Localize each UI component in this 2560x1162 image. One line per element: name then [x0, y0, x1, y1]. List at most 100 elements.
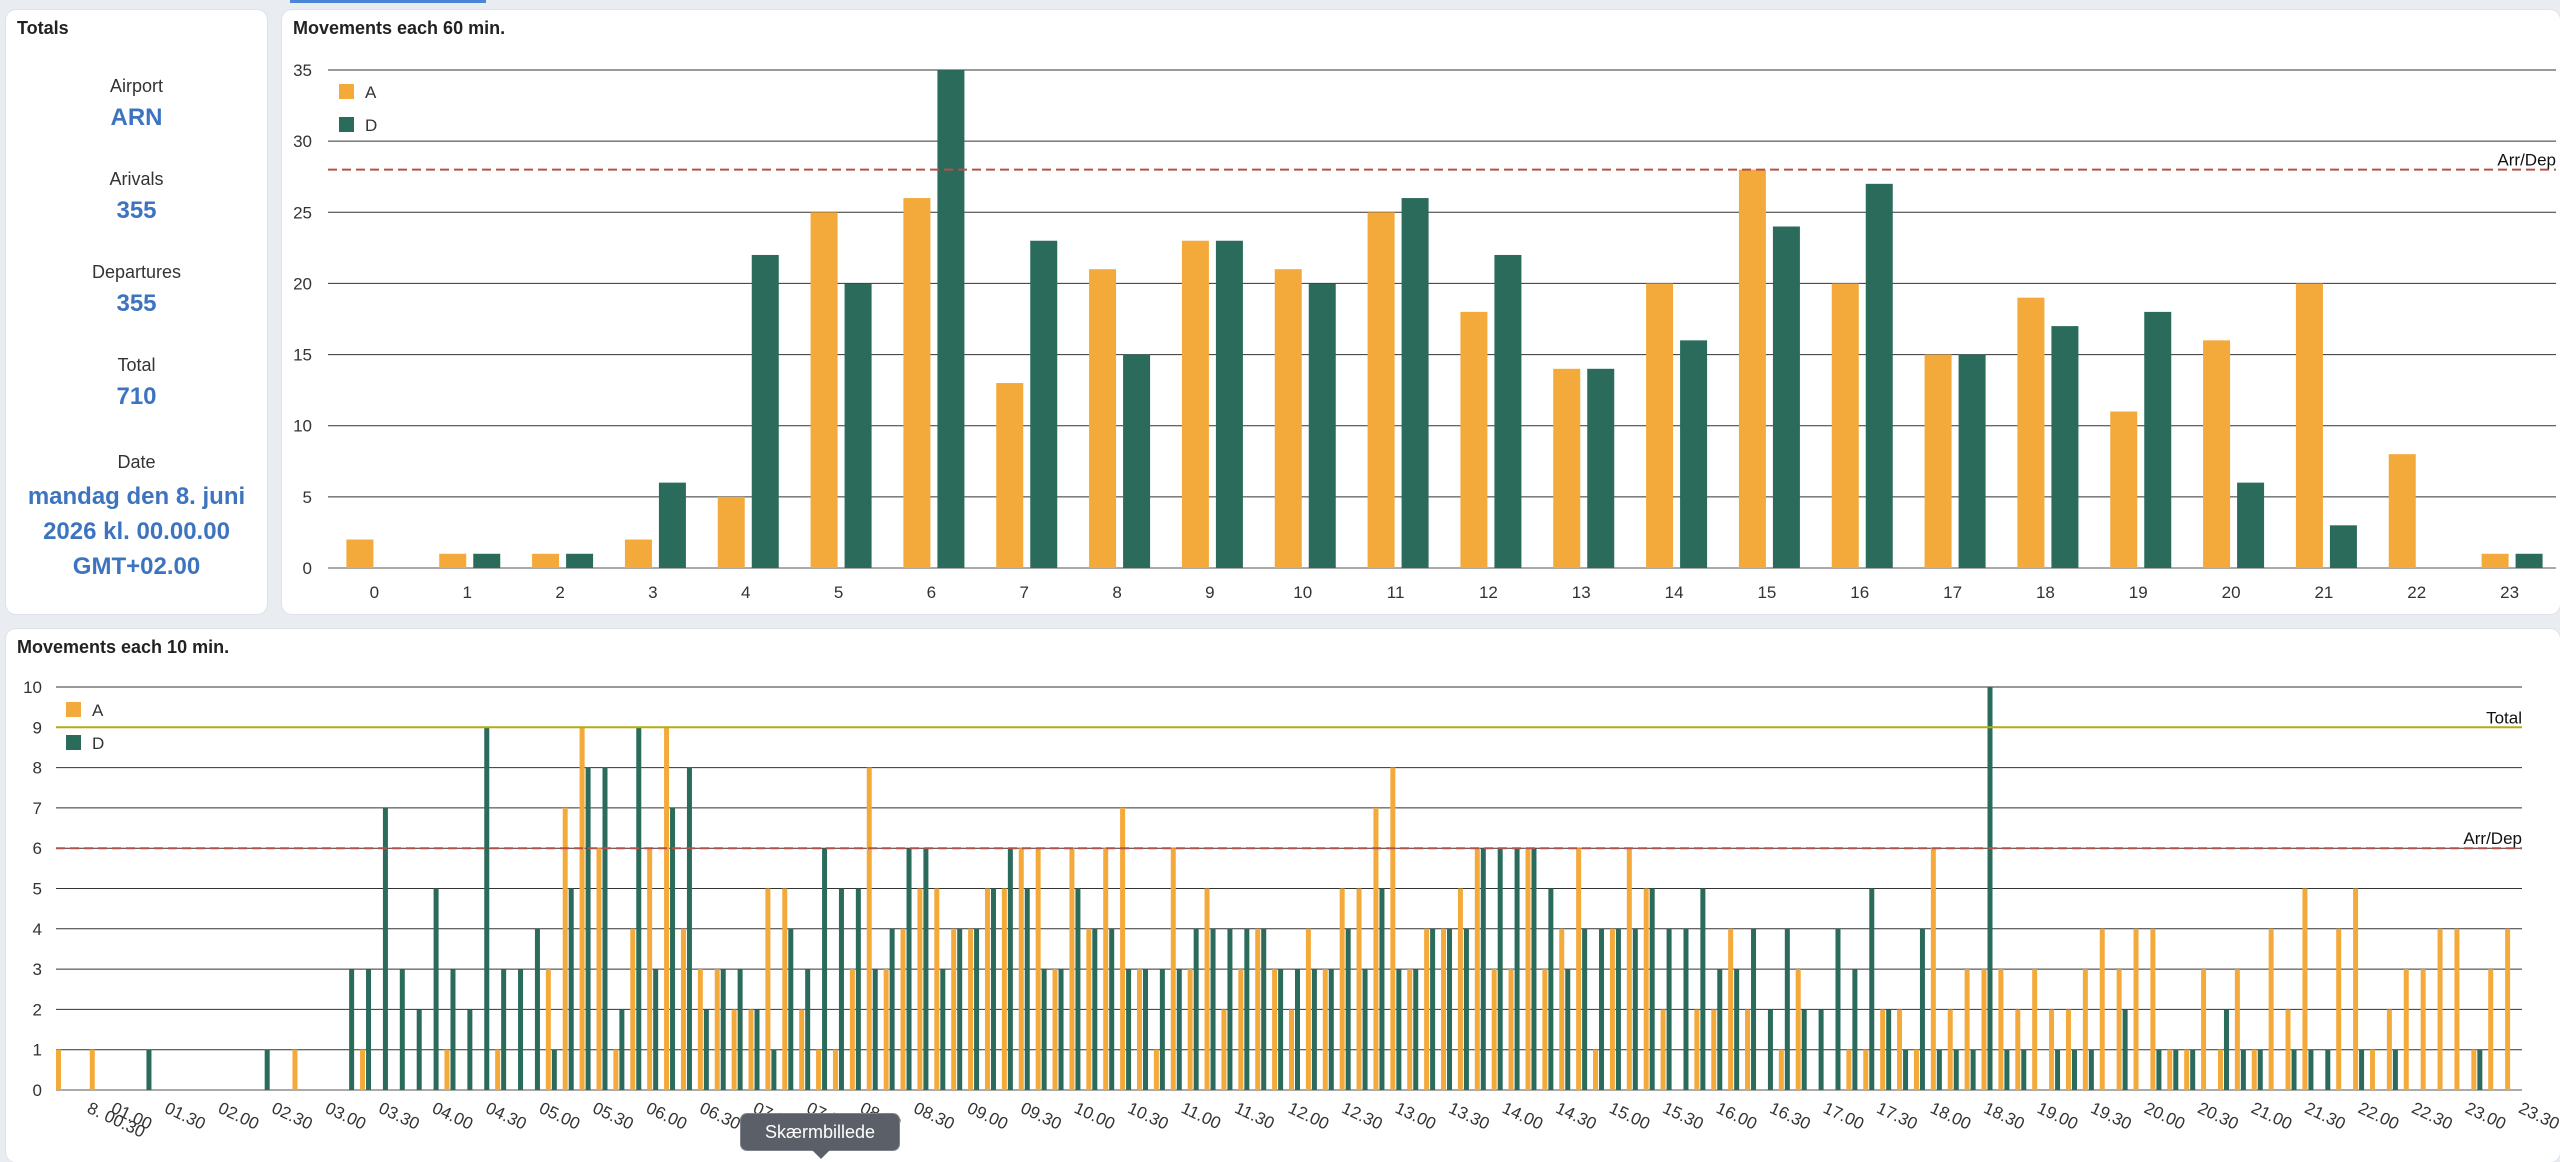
bar-a	[1660, 1009, 1666, 1090]
bar-d	[2291, 1049, 2297, 1090]
legend-swatch	[339, 84, 354, 99]
x-tick-label: 4	[741, 583, 750, 602]
bar-a	[1593, 1049, 1599, 1090]
bar-d	[2257, 1049, 2263, 1090]
bar-a	[1103, 848, 1109, 1090]
bar-d	[2004, 1049, 2010, 1090]
x-tick-label: 12.00	[1285, 1098, 1332, 1133]
bar-a	[1052, 969, 1058, 1090]
x-tick-label: 20.00	[2141, 1098, 2188, 1133]
bar-d	[1024, 888, 1030, 1090]
bar-d	[1362, 969, 1368, 1090]
y-tick-label: 15	[293, 346, 312, 365]
bar-a	[1424, 928, 1430, 1090]
bar-a	[596, 848, 602, 1090]
bar-a	[996, 383, 1024, 568]
bar-d	[703, 1009, 709, 1090]
legend-swatch	[66, 735, 81, 750]
bar-a	[1238, 969, 1244, 1090]
bar-d	[1970, 1049, 1976, 1090]
bar-d	[568, 888, 574, 1090]
bar-a	[624, 539, 652, 568]
bar-a	[495, 1049, 501, 1090]
y-tick-label: 8	[33, 759, 42, 778]
bar-d	[1497, 848, 1503, 1090]
bar-d	[1463, 928, 1469, 1090]
bar-d	[1919, 928, 1925, 1090]
bar-d	[1767, 1009, 1773, 1090]
bar-a	[903, 198, 931, 569]
bar-a	[2133, 928, 2139, 1090]
bar-a	[1745, 1009, 1751, 1090]
x-tick-label: 1	[463, 583, 472, 602]
bar-d	[602, 767, 608, 1090]
bar-d	[1193, 928, 1199, 1090]
bar-a	[717, 496, 745, 568]
bar-a	[2032, 969, 2038, 1090]
bar-d	[2021, 1049, 2027, 1090]
bar-d	[658, 482, 686, 568]
bar-d	[467, 1009, 473, 1090]
bar-d	[1308, 283, 1336, 568]
bar-a	[1356, 888, 1362, 1090]
bar-d	[2156, 1049, 2162, 1090]
bar-d	[1818, 1009, 1824, 1090]
bar-d	[1953, 1049, 1959, 1090]
bar-d	[889, 928, 895, 1090]
totals-title: Totals	[17, 18, 69, 38]
bar-a	[1964, 969, 1970, 1090]
bar-d	[1126, 969, 1132, 1090]
bar-a	[799, 1009, 805, 1090]
bar-a	[1711, 1009, 1717, 1090]
bar-d	[484, 727, 490, 1090]
bar-d	[349, 969, 355, 1090]
bar-d	[2477, 1049, 2483, 1090]
bar-a	[900, 928, 906, 1090]
bar-d	[534, 928, 540, 1090]
bar-a	[2217, 1049, 2223, 1090]
bar-a	[1576, 848, 1582, 1090]
x-tick-label: 16.00	[1713, 1098, 1760, 1133]
bar-a	[2336, 928, 2342, 1090]
bar-a	[1086, 928, 1092, 1090]
bar-a	[1947, 1009, 1953, 1090]
bar-a	[1609, 928, 1615, 1090]
bar-d	[957, 928, 963, 1090]
legend-label: A	[92, 701, 104, 720]
bar-a	[1998, 969, 2004, 1090]
bar-d	[1480, 848, 1486, 1090]
bar-d	[1215, 240, 1243, 568]
screenshot-tooltip: Skærmbillede	[740, 1113, 900, 1159]
x-tick-label: 02.30	[269, 1098, 316, 1133]
bar-d	[399, 969, 405, 1090]
totals-panel: Totals Airport ARN Arivals 355 Departure…	[6, 10, 267, 614]
bar-d	[1075, 888, 1081, 1090]
y-tick-label: 1	[33, 1041, 42, 1060]
bar-d	[1261, 928, 1267, 1090]
x-tick-label: 17.30	[1874, 1098, 1921, 1133]
bar-a	[2099, 928, 2105, 1090]
bar-d	[1109, 928, 1115, 1090]
x-tick-label: 14.30	[1553, 1098, 1600, 1133]
bar-a	[2184, 1049, 2190, 1090]
x-tick-label: 8	[1112, 583, 1121, 602]
y-tick-label: 5	[33, 880, 42, 899]
bar-d	[1345, 928, 1351, 1090]
bar-d	[1772, 226, 1800, 568]
arrivals-label: Arivals	[109, 169, 164, 189]
bar-d	[751, 254, 779, 568]
bar-d	[838, 888, 844, 1090]
bar-a	[2251, 1049, 2257, 1090]
bar-a	[1289, 1009, 1294, 1090]
bar-a	[2049, 1009, 2055, 1090]
bar-d	[1142, 969, 1148, 1090]
bar-d	[619, 1009, 625, 1090]
bar-a	[1373, 807, 1379, 1090]
bar-a	[2386, 1009, 2392, 1090]
x-tick-label: 9	[1205, 583, 1214, 602]
bar-a	[883, 969, 889, 1090]
bar-d	[2237, 482, 2265, 568]
bar-d	[1869, 888, 1875, 1090]
bar-a	[1880, 1009, 1886, 1090]
y-tick-label: 2	[33, 1000, 42, 1019]
